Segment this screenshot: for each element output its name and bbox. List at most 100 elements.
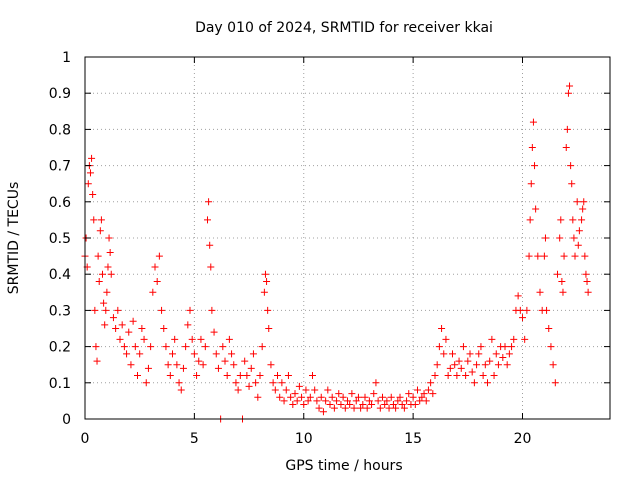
data-point	[114, 306, 122, 314]
data-point	[97, 216, 105, 224]
data-point	[90, 216, 98, 224]
data-point	[389, 401, 397, 409]
data-point	[221, 357, 229, 365]
x-tick-label: 15	[404, 431, 422, 447]
data-point	[230, 361, 238, 369]
data-point	[182, 343, 190, 351]
data-point	[568, 180, 576, 188]
data-point	[374, 397, 382, 405]
x-axis-label: GPS time / hours	[285, 458, 402, 474]
data-point	[376, 404, 384, 412]
data-point	[197, 335, 205, 343]
data-point	[136, 350, 144, 358]
data-point	[147, 343, 155, 351]
data-point	[265, 325, 273, 332]
data-point	[567, 162, 575, 170]
data-point	[392, 404, 400, 412]
data-point	[559, 288, 567, 296]
x-tick-label: 20	[514, 431, 532, 447]
data-point	[440, 350, 448, 358]
data-point	[179, 364, 187, 372]
y-tick-label: 0.9	[49, 86, 71, 102]
data-point	[477, 343, 485, 351]
data-point	[527, 180, 535, 188]
data-point	[490, 372, 498, 380]
data-point	[519, 314, 526, 322]
data-point	[99, 270, 106, 278]
data-points	[81, 82, 592, 423]
data-point	[142, 379, 150, 387]
data-point	[400, 404, 408, 412]
data-point	[287, 393, 295, 401]
data-point	[470, 379, 478, 387]
data-point	[166, 372, 174, 380]
data-point	[228, 350, 236, 358]
data-point	[420, 390, 428, 398]
data-point	[370, 390, 378, 398]
data-point	[243, 372, 251, 380]
data-point	[481, 361, 489, 369]
y-tick-label: 0.2	[49, 340, 71, 356]
data-point	[309, 372, 316, 380]
data-point	[444, 372, 452, 380]
data-point	[545, 325, 553, 332]
data-point	[207, 263, 215, 271]
data-point	[109, 314, 117, 322]
data-point	[516, 306, 524, 314]
data-point	[140, 335, 148, 343]
data-point	[557, 216, 565, 224]
data-point	[455, 357, 463, 365]
data-point	[206, 241, 214, 249]
data-point	[326, 401, 334, 409]
data-point	[541, 234, 549, 242]
data-point	[134, 372, 141, 380]
data-point	[574, 241, 582, 249]
data-point	[442, 335, 450, 343]
data-point	[549, 361, 557, 369]
data-point	[359, 401, 367, 409]
data-point	[158, 306, 166, 314]
data-point	[155, 252, 163, 260]
chart-title: Day 010 of 2024, SRMTID for receiver kka…	[195, 20, 493, 36]
data-point	[459, 343, 467, 351]
data-point	[453, 372, 461, 380]
data-point	[411, 401, 419, 409]
data-point	[387, 393, 395, 401]
data-point	[160, 325, 168, 332]
data-point	[346, 401, 354, 409]
data-point	[205, 198, 213, 206]
data-point	[125, 328, 133, 336]
data-point	[86, 169, 94, 177]
data-point	[427, 379, 435, 387]
data-point	[219, 343, 227, 351]
axes	[84, 56, 611, 420]
data-point	[319, 408, 327, 416]
data-point	[556, 234, 564, 242]
data-point	[451, 361, 459, 369]
data-point	[409, 393, 417, 401]
data-point	[120, 343, 128, 351]
data-point	[422, 397, 430, 405]
data-point	[116, 335, 124, 343]
data-point	[193, 372, 201, 380]
data-point	[424, 386, 432, 394]
data-point	[223, 372, 231, 380]
plot-frame	[84, 56, 611, 420]
data-point	[317, 393, 325, 401]
data-point	[398, 401, 406, 409]
data-point	[289, 401, 297, 409]
data-point	[365, 397, 373, 405]
data-point	[484, 379, 491, 387]
data-point	[280, 397, 288, 405]
data-point	[144, 364, 152, 372]
data-point	[352, 397, 360, 405]
data-point	[429, 390, 437, 398]
data-point	[201, 343, 209, 351]
data-point	[503, 361, 511, 369]
data-point	[186, 306, 194, 314]
y-tick-label: 0.4	[49, 267, 71, 283]
data-point	[582, 270, 590, 278]
data-point	[127, 361, 135, 369]
data-point	[438, 325, 446, 332]
data-point	[129, 317, 137, 325]
